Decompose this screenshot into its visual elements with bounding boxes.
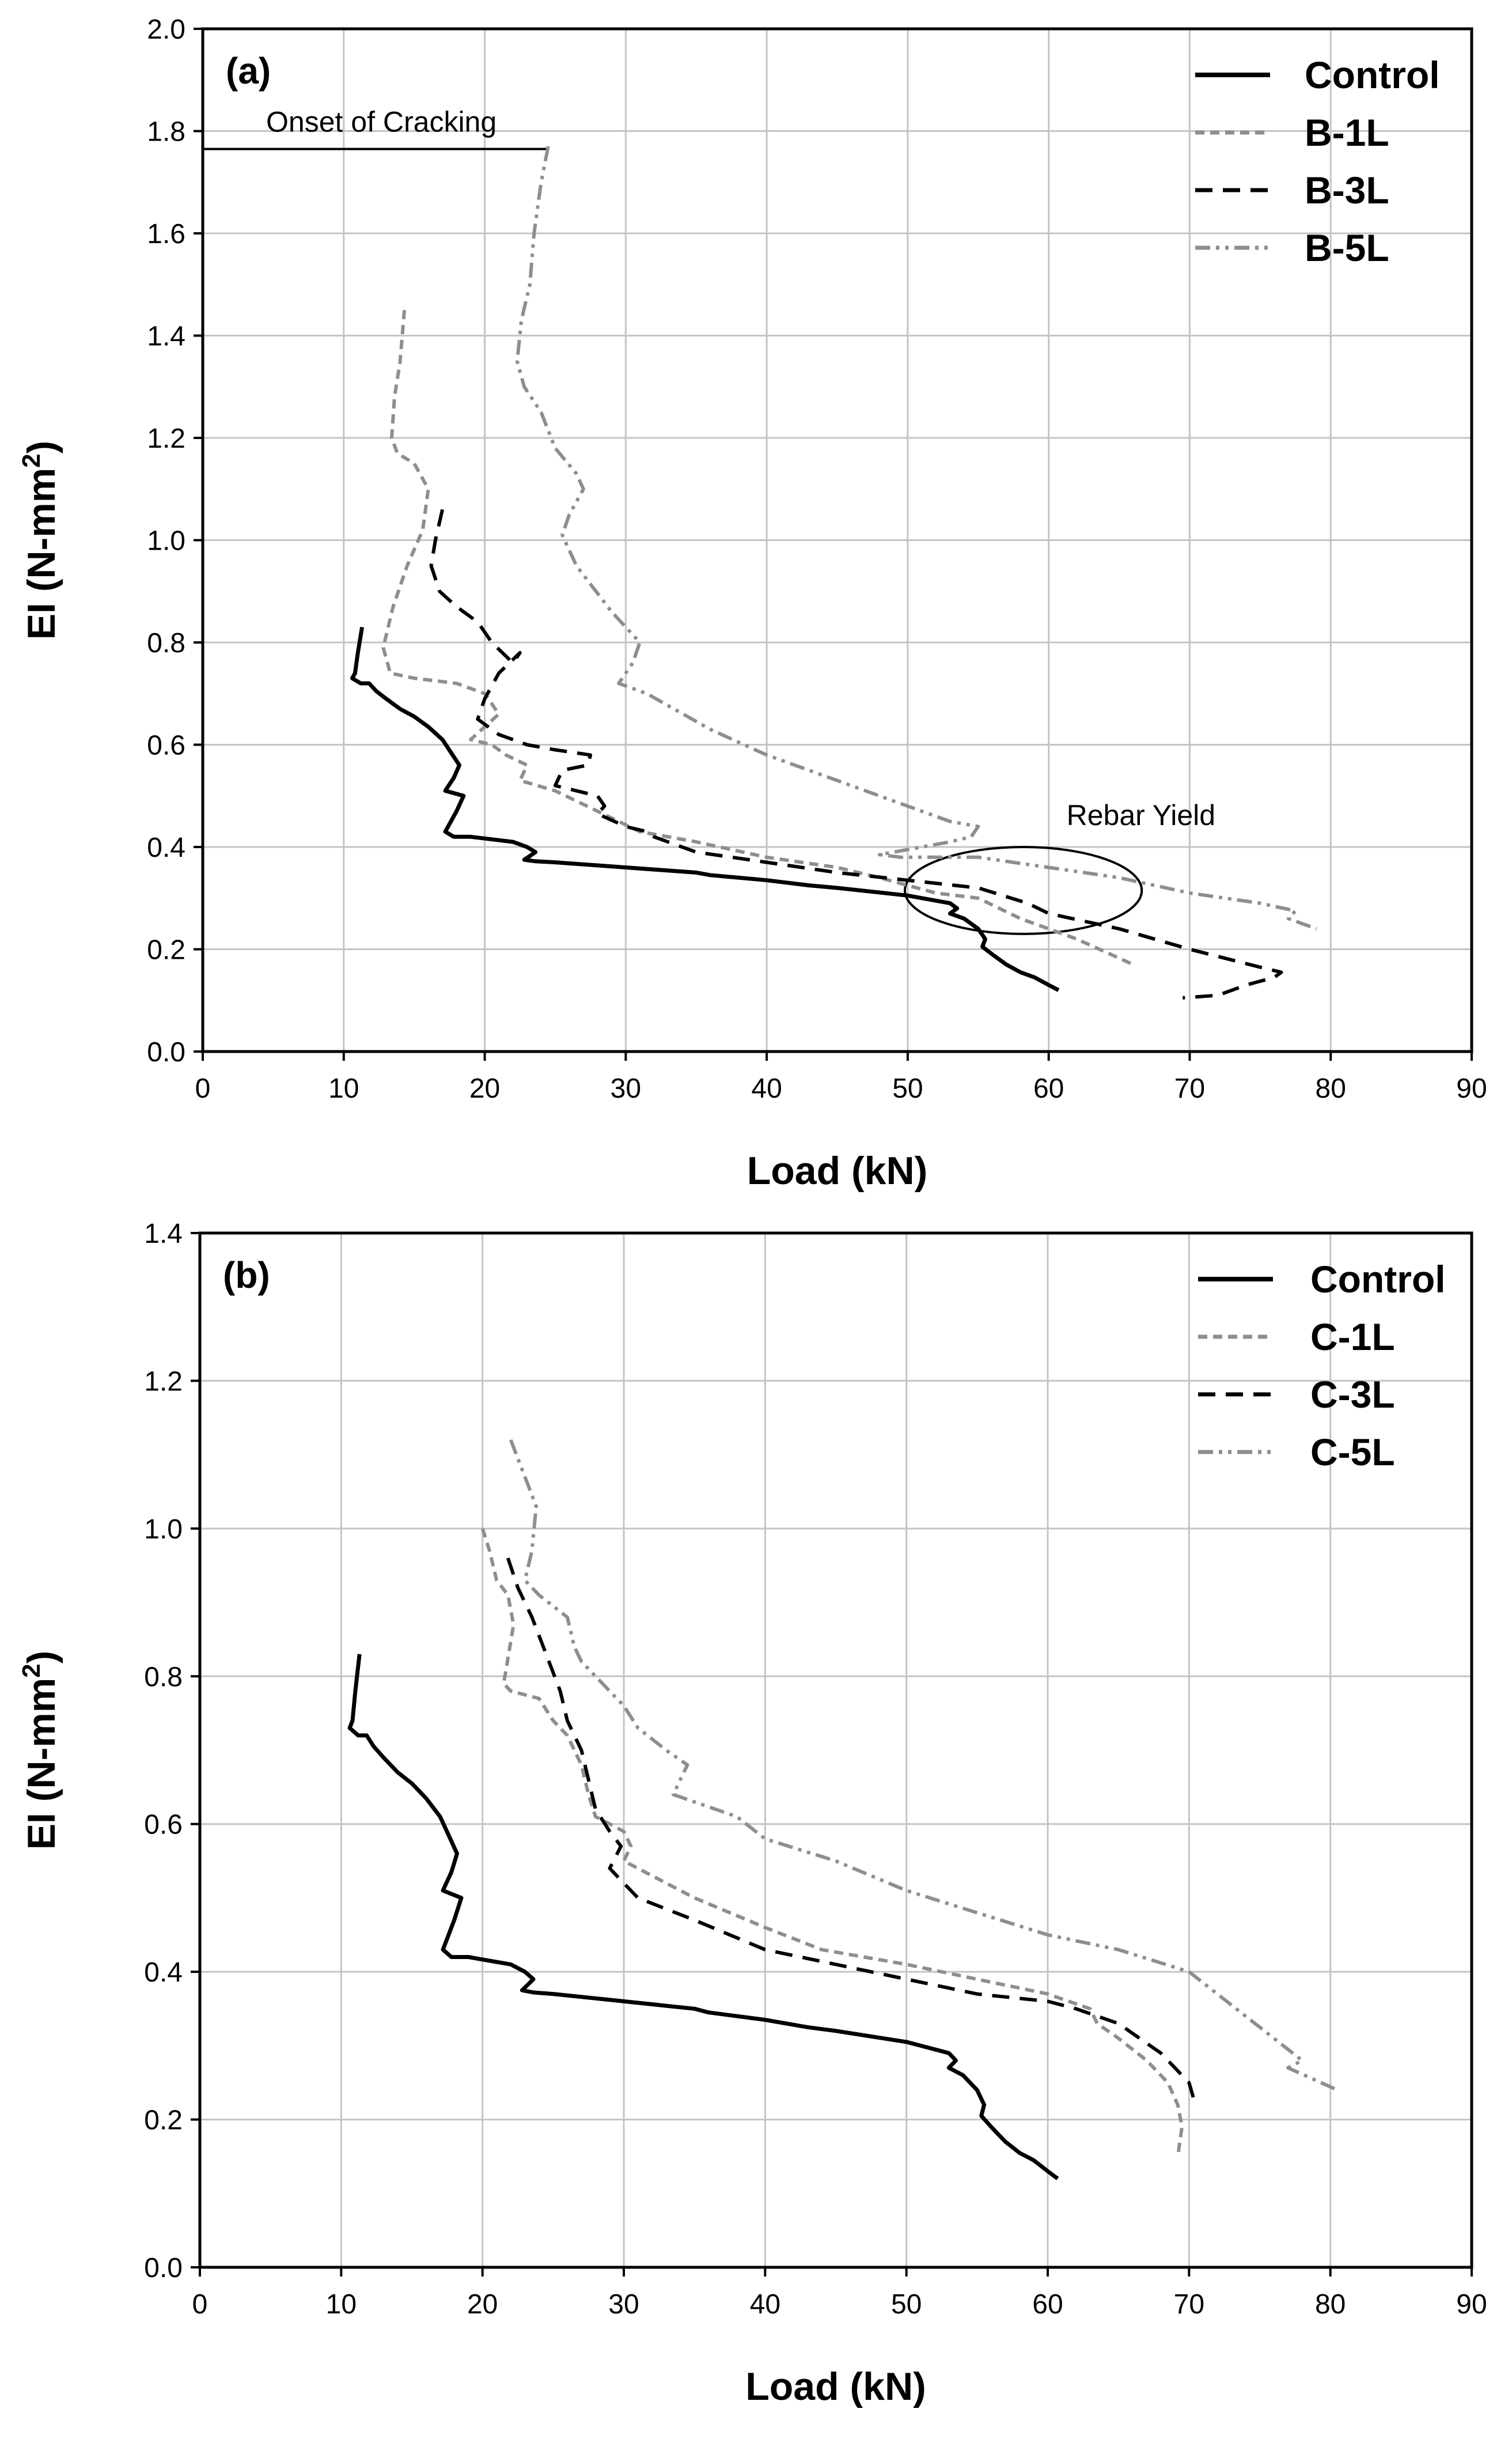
y-axis-title-tail: )	[20, 1651, 63, 1664]
y-axis-title-sup: 2	[17, 453, 46, 467]
y-tick-label: 1.2	[144, 1366, 183, 1397]
legend-label-b-1l: B-1L	[1305, 111, 1389, 154]
x-tick-label: 20	[469, 1073, 500, 1104]
y-tick-label: 0.8	[147, 628, 185, 659]
series-line-b-1l	[381, 309, 1134, 966]
x-tick-label: 10	[326, 2289, 357, 2320]
x-tick-label: 90	[1456, 1073, 1487, 1104]
x-tick-label: 50	[892, 1073, 923, 1104]
x-tick-label: 70	[1174, 1073, 1205, 1104]
series-line-c-5l	[509, 1439, 1339, 2092]
x-tick-label: 30	[608, 2289, 639, 2320]
panel-b-chart: 0 10 20 30 40 50 60 70 80 90 0.0 0.2 0.4 0.6 0.8 1.0 1.2…	[17, 1219, 1487, 2408]
y-tick-label: 0.8	[144, 1662, 183, 1692]
legend-label-c-3l: C-3L	[1310, 1373, 1395, 1416]
y-axis-title-sup: 2	[17, 1663, 46, 1677]
cracking-onset-label: Onset of Cracking	[266, 106, 497, 138]
plot-frame	[198, 1231, 1473, 2269]
y-tick-label: 0.6	[144, 1810, 183, 1840]
x-tick-label: 80	[1315, 2289, 1346, 2320]
y-tick-label: 1.4	[147, 322, 185, 352]
x-tick-label: 40	[751, 1073, 782, 1104]
legend-label-control: Control	[1305, 54, 1440, 96]
x-tick-label: 10	[328, 1073, 359, 1104]
x-tick-label: 40	[750, 2289, 780, 2320]
panel-label: (b)	[223, 1254, 270, 1296]
legend-label-b-3l: B-3L	[1305, 169, 1389, 211]
y-tick-label: 0.2	[147, 935, 185, 966]
x-tick-label: 80	[1316, 1073, 1346, 1104]
y-tick-label: 0.2	[144, 2105, 183, 2136]
y-tick-label: 1.0	[147, 526, 185, 557]
x-tick-label: 90	[1456, 2289, 1487, 2320]
series-line-b-3l	[429, 509, 1283, 1000]
y-tick-label: 0.4	[147, 833, 185, 863]
series-line-c-3l	[506, 1557, 1195, 2098]
y-axis-title-base: EI (N-mm	[20, 1678, 63, 1850]
y-tick-label: 1.4	[144, 1219, 183, 1249]
x-tick-label: 0	[195, 1073, 211, 1104]
y-tick-label: 0.0	[144, 2253, 183, 2283]
y-axis-title-base: EI (N-mm	[20, 468, 63, 640]
y-tick-label: 1.0	[144, 1514, 183, 1545]
x-tick-label: 60	[1033, 1073, 1064, 1104]
x-axis-title: Load (kN)	[747, 1149, 928, 1193]
y-tick-label: 0.6	[147, 731, 185, 761]
y-tick-label: 1.8	[147, 117, 185, 148]
y-axis-title-tail: )	[20, 441, 63, 454]
x-axis-title: Load (kN)	[745, 2365, 926, 2408]
x-tick-label: 30	[611, 1073, 641, 1104]
legend-label-control: Control	[1310, 1258, 1446, 1300]
y-tick-label: 2.0	[147, 14, 185, 45]
legend-label-c-5l: C-5L	[1310, 1431, 1395, 1473]
legend-label-b-5l: B-5L	[1305, 226, 1389, 269]
x-tick-label: 20	[467, 2289, 498, 2320]
rebar-yield-ellipse	[903, 846, 1143, 935]
series-line-control	[350, 626, 1060, 992]
x-tick-label: 0	[192, 2289, 208, 2320]
y-tick-label: 0.0	[147, 1037, 185, 1068]
series-line-c-1l	[480, 1527, 1184, 2157]
legend-label-c-1l: C-1L	[1310, 1315, 1395, 1358]
x-tick-label: 60	[1032, 2289, 1063, 2320]
x-tick-label: 70	[1174, 2289, 1204, 2320]
x-tick-label: 50	[891, 2289, 922, 2320]
y-tick-label: 1.6	[147, 219, 185, 249]
panel-label: (a)	[226, 50, 271, 92]
y-tick-label: 0.4	[144, 1957, 183, 1988]
y-axis-title: EI (N-mm2)	[17, 441, 63, 640]
y-tick-label: 1.2	[147, 423, 185, 454]
series-line-control	[347, 1654, 1059, 2180]
series-line-b-5l	[515, 146, 1317, 931]
y-axis-title: EI (N-mm2)	[17, 1651, 63, 1850]
rebar-yield-label: Rebar Yield	[1067, 799, 1216, 831]
panel-a-chart: 0 10 20 30 40 50 60 70 80 90 0.0 0.2 0.4 0.6 0.8 1.0 1.2…	[17, 14, 1487, 1193]
plot-frame	[201, 27, 1473, 1053]
